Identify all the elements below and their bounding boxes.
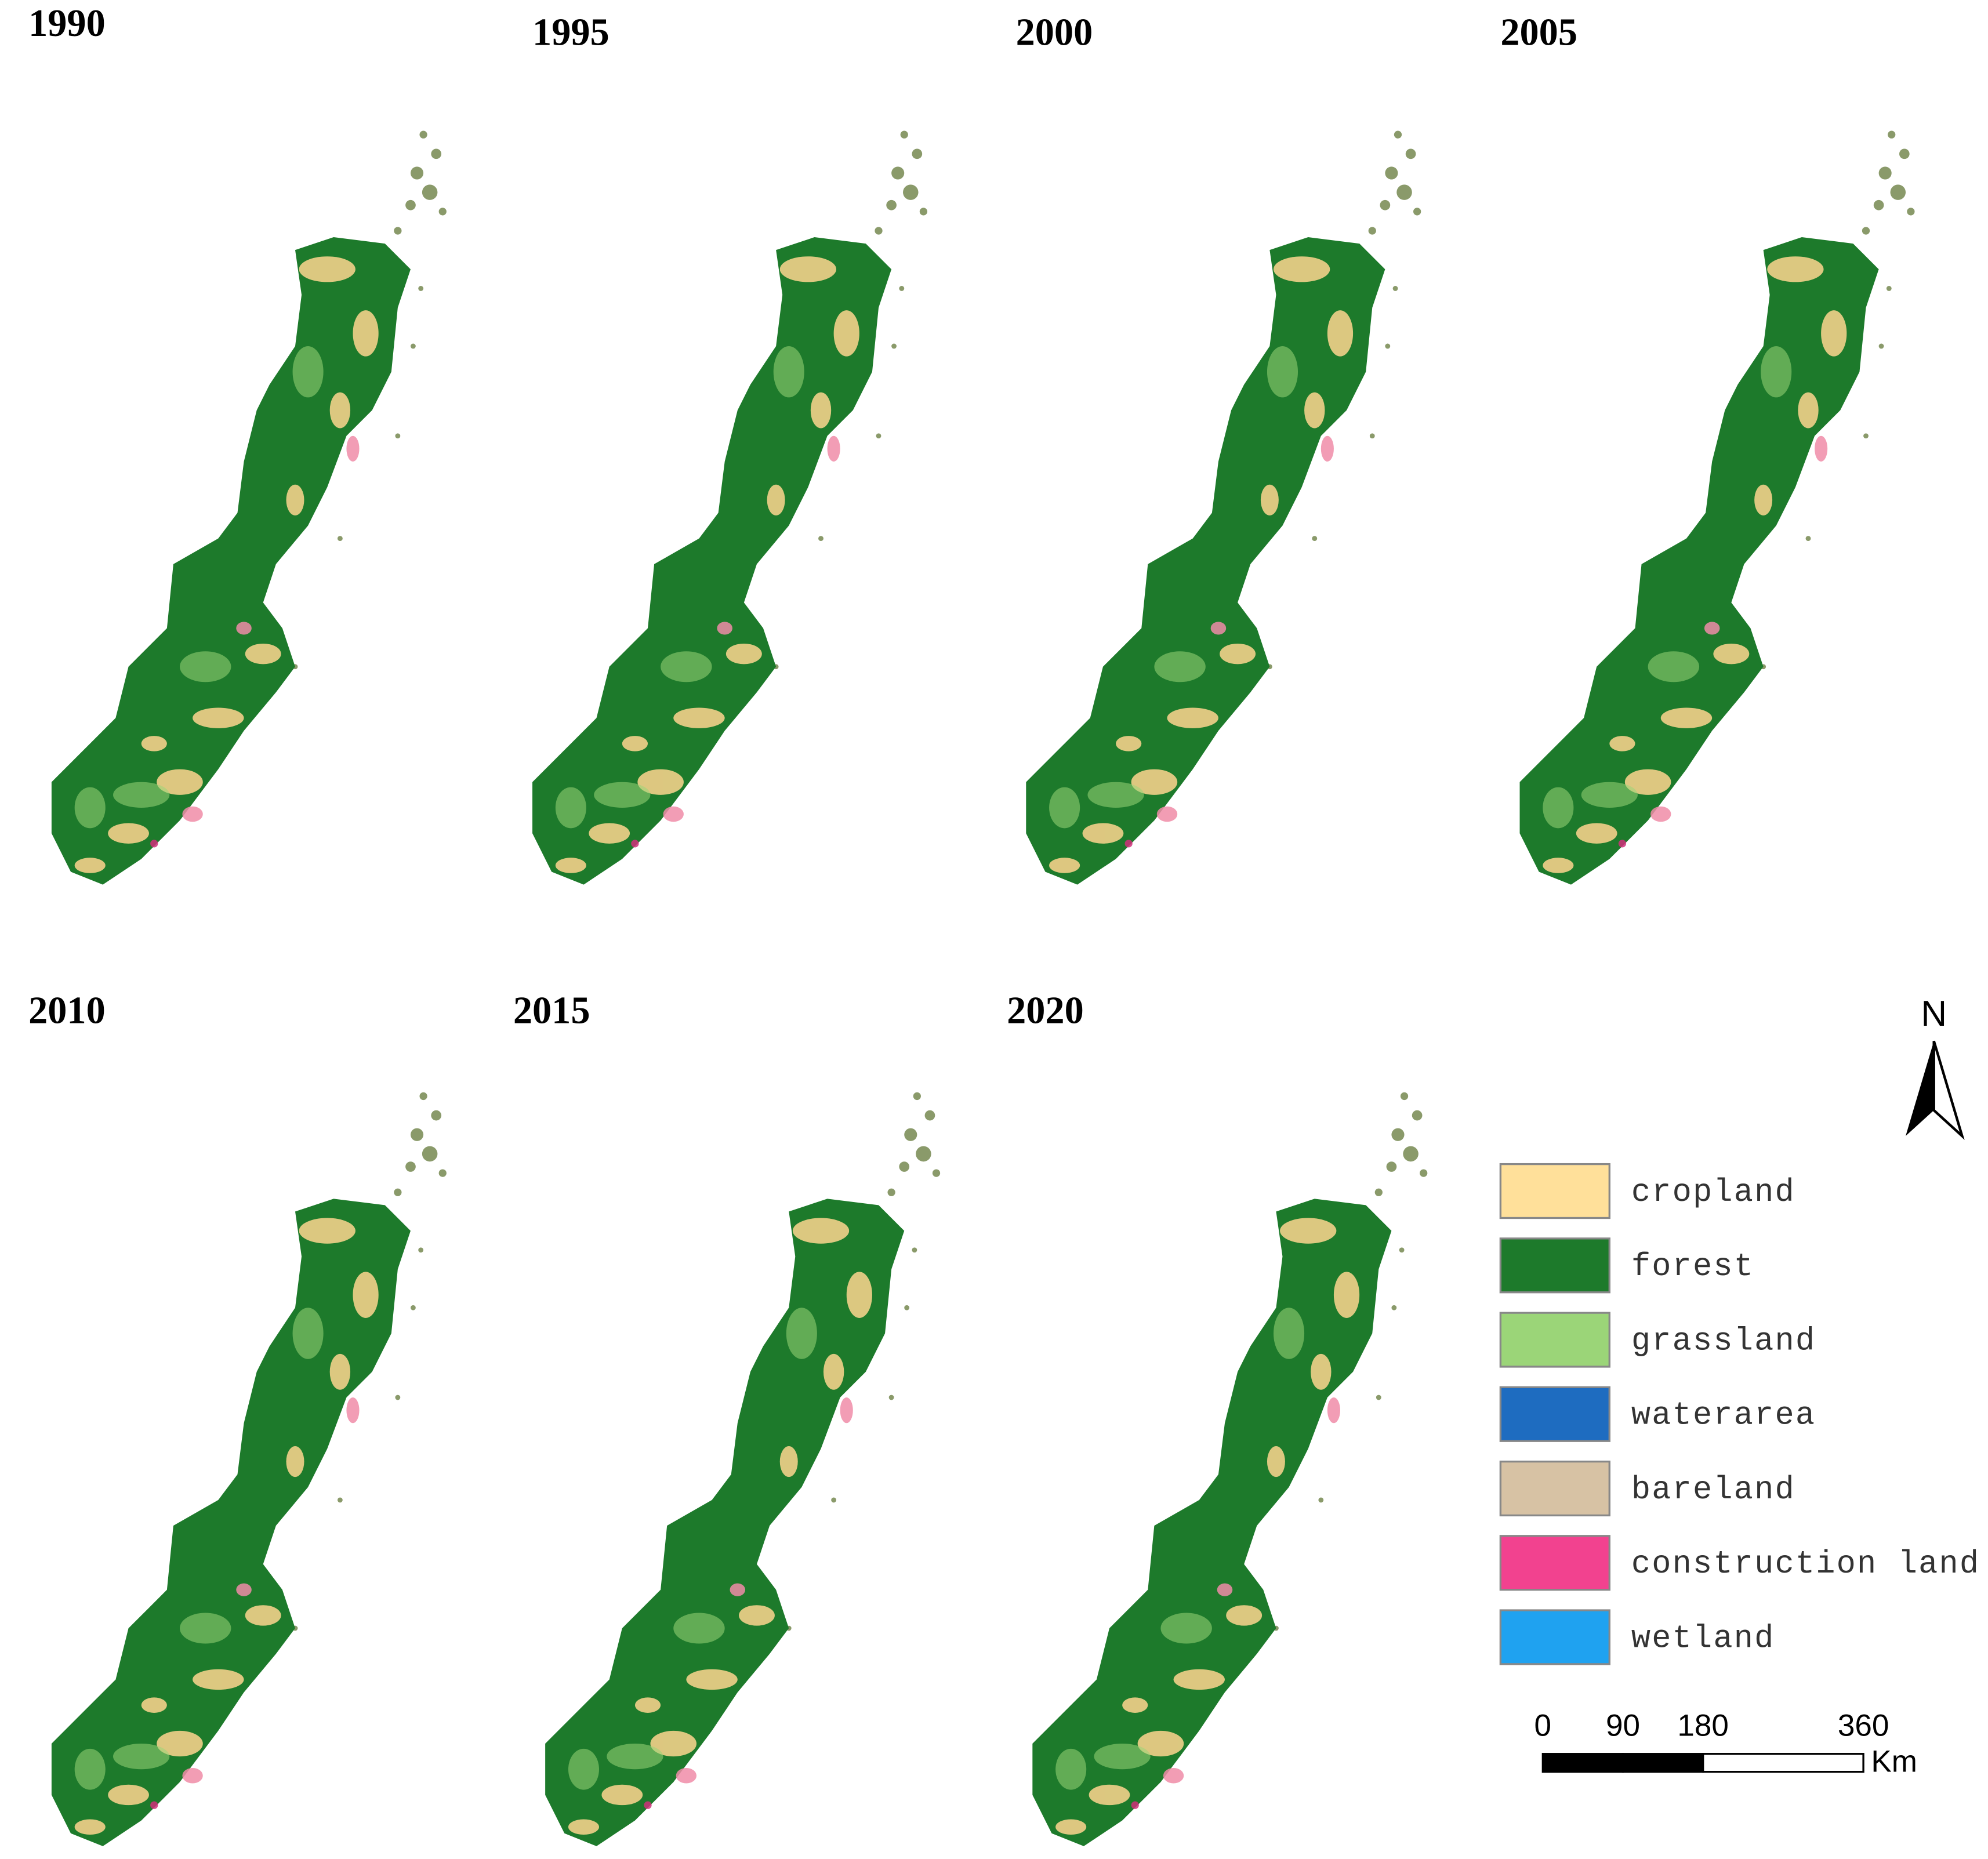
land-map — [1519, 130, 1915, 885]
map-panel: 1990 — [28, 2, 447, 885]
map-panel: 2000 — [1016, 11, 1421, 885]
legend-swatch — [1499, 1163, 1610, 1219]
map-panel: 1995 — [532, 11, 928, 885]
land-map — [545, 1092, 941, 1846]
panel-year: 2010 — [28, 989, 106, 1032]
map-panel: 2020 — [1007, 989, 1428, 1846]
panel-year: 2000 — [1016, 11, 1093, 53]
panel-year: 2015 — [513, 989, 590, 1032]
legend-swatch — [1499, 1312, 1610, 1368]
land-map — [1026, 130, 1421, 885]
scale-segment — [1702, 1753, 1864, 1773]
scale-unit: Km — [1871, 1745, 1917, 1779]
legend-label: wetland — [1631, 1620, 1775, 1657]
map-panel: 2015 — [513, 989, 941, 1846]
panel-year: 1990 — [28, 2, 106, 45]
panel-year: 1995 — [532, 11, 610, 53]
legend-label: construction land — [1631, 1546, 1980, 1582]
scale-segment — [1621, 1753, 1704, 1773]
scale-tick-label: 90 — [1606, 1709, 1640, 1743]
north-label: N — [1921, 994, 1947, 1034]
land-map — [51, 1092, 447, 1846]
panel-year: 2020 — [1007, 989, 1084, 1032]
north-arrow: N — [1906, 994, 1965, 1140]
scale-segment — [1541, 1753, 1624, 1773]
legend-swatch — [1499, 1535, 1610, 1591]
legend-swatch — [1499, 1237, 1610, 1294]
legend-label: waterarea — [1631, 1397, 1816, 1434]
land-map — [1032, 1092, 1428, 1846]
legend: cropland forest grassland waterarea bareland… — [1499, 1163, 1980, 1665]
legend-label: grassland — [1631, 1323, 1816, 1359]
scale-tick-label: 180 — [1677, 1709, 1729, 1743]
arrow-left — [1906, 1041, 1934, 1136]
legend-label: bareland — [1631, 1472, 1795, 1508]
legend-label: cropland — [1631, 1174, 1795, 1211]
scale-tick-label: 360 — [1838, 1709, 1889, 1743]
land-map — [532, 130, 928, 885]
map-panels: 1990 1995 2000 2005 2010 2015 2020 — [28, 2, 1915, 1846]
arrow-right — [1932, 1040, 1965, 1140]
legend-label: forest — [1631, 1248, 1754, 1285]
panel-year: 2005 — [1500, 11, 1577, 53]
legend-swatch — [1499, 1609, 1610, 1665]
scale-tick-label: 0 — [1534, 1709, 1552, 1743]
legend-swatch — [1499, 1386, 1610, 1442]
map-panel: 2005 — [1500, 11, 1915, 885]
legend-swatch — [1499, 1460, 1610, 1517]
land-map — [51, 130, 447, 885]
map-panel: 2010 — [28, 989, 447, 1846]
